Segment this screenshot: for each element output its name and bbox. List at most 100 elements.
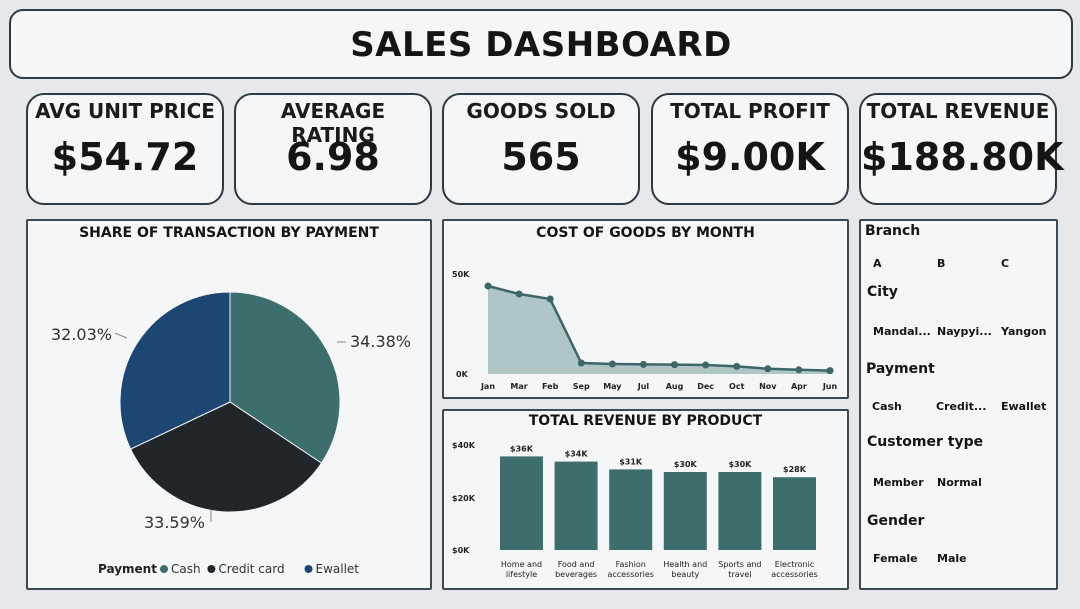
kpi-value: 6.98	[286, 135, 380, 179]
x-tick-label: Apr	[791, 382, 807, 391]
kpi-value: $188.80K	[861, 135, 1064, 179]
area-point-oct[interactable]	[733, 362, 741, 370]
area-point-feb[interactable]	[546, 295, 554, 303]
slicer-item-city-mandalay[interactable]: Mandal...	[873, 325, 931, 338]
y-tick-label: 50K	[452, 270, 470, 279]
bar-data-label: $30K	[728, 460, 752, 469]
x-category-label: accessories	[771, 570, 817, 579]
slicer-item-customer-normal[interactable]: Normal	[937, 476, 982, 489]
slicer-item-branch-c[interactable]: C	[1001, 257, 1010, 270]
slicer-item-city-naypyitaw[interactable]: Naypyi...	[937, 325, 992, 338]
area-point-jun[interactable]	[826, 367, 834, 375]
page-title: SALES DASHBOARD	[350, 25, 732, 65]
area-point-sep[interactable]	[577, 359, 585, 367]
pie-legend-item[interactable]: Ewallet	[316, 562, 360, 576]
x-category-label: Fashion	[616, 560, 646, 569]
bar-2[interactable]	[609, 469, 653, 550]
bar-data-label: $28K	[783, 465, 807, 474]
x-category-label: beauty	[671, 570, 699, 579]
x-tick-label: Feb	[542, 382, 559, 391]
slicer-title-branch: Branch	[865, 223, 921, 239]
x-category-label: Electronic	[775, 560, 814, 569]
y-tick-label: 0K	[456, 370, 469, 379]
bar-0[interactable]	[500, 456, 543, 550]
filter-slicers-panel: Branch A B C City Mandal... Naypyi... Ya…	[859, 219, 1058, 590]
legend-marker-cash	[160, 565, 168, 573]
area-point-mar[interactable]	[515, 290, 523, 298]
area-line	[487, 284, 831, 372]
slicer-item-gender-male[interactable]: Male	[937, 552, 967, 565]
slicer-item-payment-cash[interactable]: Cash	[872, 400, 902, 413]
area-point-aug[interactable]	[671, 361, 679, 369]
area-point-nov[interactable]	[764, 365, 772, 373]
slicer-item-payment-credit[interactable]: Credit...	[936, 400, 987, 413]
x-tick-label: Aug	[666, 382, 684, 391]
x-tick-label: Jan	[480, 382, 495, 391]
kpi-label: TOTAL REVENUE	[866, 99, 1050, 123]
bar-1[interactable]	[554, 461, 598, 550]
slicer-item-gender-female[interactable]: Female	[873, 552, 918, 565]
pie-slice-ewallet[interactable]	[119, 291, 231, 450]
area-point-jan[interactable]	[484, 282, 492, 290]
slicer-item-branch-a[interactable]: A	[873, 257, 882, 270]
slicer-item-branch-b[interactable]: B	[937, 257, 946, 270]
area-chart-title: COST OF GOODS BY MONTH	[536, 225, 755, 241]
kpi-value: $9.00K	[675, 135, 825, 179]
bar-data-label: $31K	[619, 457, 643, 466]
pie-legend-item[interactable]: Cash	[171, 562, 201, 576]
pie-data-label: 32.03%	[51, 325, 112, 344]
slicer-item-customer-member[interactable]: Member	[873, 476, 924, 489]
x-category-label: travel	[728, 570, 751, 579]
x-tick-label: Jun	[822, 382, 838, 391]
kpi-card-total-revenue: TOTAL REVENUE $188.80K	[859, 93, 1064, 205]
bar-data-label: $30K	[674, 460, 698, 469]
x-tick-label: Jul	[637, 382, 650, 391]
slicer-title-city: City	[867, 284, 898, 300]
dashboard-header: SALES DASHBOARD	[9, 9, 1073, 79]
area-point-apr[interactable]	[795, 366, 803, 374]
kpi-card-avg-unit-price: AVG UNIT PRICE $54.72	[26, 93, 224, 205]
x-category-label: Sports and	[718, 560, 761, 569]
slicer-title-gender: Gender	[867, 513, 925, 529]
pie-legend-item[interactable]: Credit card	[218, 562, 284, 576]
payment-pie-chart: 34.38% 33.59% 32.03% Payment Cash Credit card…	[51, 291, 411, 576]
slicer-title-customer-type: Customer type	[867, 434, 984, 450]
cost-of-goods-chart: Jan Mar Feb Sep May Jul Aug Dec Oct Nov Apr Jun 50K 0…	[452, 270, 838, 391]
x-category-label: Food and	[558, 560, 595, 569]
kpi-value: $54.72	[51, 135, 199, 179]
bar-5[interactable]	[773, 477, 816, 550]
kpi-card-total-profit: TOTAL PROFIT $9.00K	[651, 93, 849, 205]
kpi-label: AVERAGE RATING	[280, 99, 386, 147]
area-point-may[interactable]	[608, 360, 616, 368]
bar-3[interactable]	[663, 472, 707, 550]
pie-data-label: 33.59%	[144, 513, 205, 532]
kpi-value: 565	[501, 135, 581, 179]
revenue-by-product-panel: TOTAL REVENUE BY PRODUCT $36K Home and lif…	[442, 409, 849, 590]
y-tick-label: $40K	[452, 441, 476, 450]
x-category-label: accessories	[607, 570, 653, 579]
area-point-jul[interactable]	[639, 360, 647, 368]
kpi-card-average-rating: AVERAGE RATING 6.98	[234, 93, 432, 205]
kpi-card-goods-sold: GOODS SOLD 565	[442, 93, 640, 205]
kpi-label: GOODS SOLD	[466, 99, 616, 123]
pie-slice-credit-card[interactable]	[129, 401, 323, 513]
slicer-title-payment: Payment	[866, 361, 935, 377]
x-category-label: beverages	[555, 570, 597, 579]
x-tick-label: Sep	[573, 382, 590, 391]
bar-4[interactable]	[718, 472, 762, 550]
pie-leader-line	[114, 332, 128, 339]
cost-of-goods-panel: COST OF GOODS BY MONTH Jan Mar Feb Sep May Ju…	[442, 219, 849, 399]
area-point-dec[interactable]	[702, 361, 710, 369]
slicer-item-city-yangon[interactable]: Yangon	[1001, 325, 1047, 338]
pie-data-label: 34.38%	[350, 332, 411, 351]
bar-data-label: $34K	[565, 450, 589, 459]
kpi-label: AVG UNIT PRICE	[35, 99, 215, 123]
kpi-label: TOTAL PROFIT	[670, 99, 830, 123]
legend-marker-ewallet	[304, 565, 313, 573]
x-category-label: Health and	[663, 560, 707, 569]
x-tick-label: Dec	[697, 382, 714, 391]
slicer-item-payment-ewallet[interactable]: Ewallet	[1001, 400, 1047, 413]
bar-chart-title: TOTAL REVENUE BY PRODUCT	[528, 413, 763, 429]
x-tick-label: Nov	[759, 382, 777, 391]
